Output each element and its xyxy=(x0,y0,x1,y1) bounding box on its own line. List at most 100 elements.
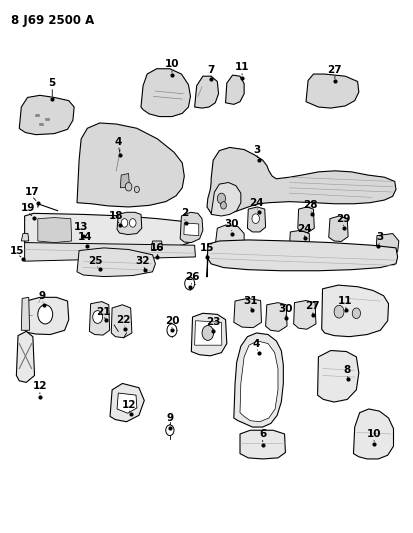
Text: 8 J69 2500 A: 8 J69 2500 A xyxy=(11,14,94,27)
Polygon shape xyxy=(141,69,190,117)
Text: 3: 3 xyxy=(252,144,259,155)
Circle shape xyxy=(220,201,226,209)
Circle shape xyxy=(125,182,132,191)
Polygon shape xyxy=(117,393,137,413)
Text: 16: 16 xyxy=(150,243,164,253)
Polygon shape xyxy=(194,321,221,345)
Text: 4: 4 xyxy=(252,338,260,349)
Text: 11: 11 xyxy=(337,296,351,306)
Text: 24: 24 xyxy=(296,224,311,235)
Polygon shape xyxy=(240,341,277,422)
Text: 12: 12 xyxy=(33,381,47,391)
Polygon shape xyxy=(375,233,398,256)
Polygon shape xyxy=(24,243,195,261)
Text: 22: 22 xyxy=(116,314,131,325)
Polygon shape xyxy=(38,217,71,243)
Polygon shape xyxy=(215,225,244,251)
Polygon shape xyxy=(110,383,144,422)
Circle shape xyxy=(93,311,102,324)
Text: 15: 15 xyxy=(199,243,214,253)
Text: 25: 25 xyxy=(88,256,102,266)
Circle shape xyxy=(184,277,194,290)
Circle shape xyxy=(165,425,173,435)
Circle shape xyxy=(202,326,213,341)
Polygon shape xyxy=(206,148,395,214)
Text: 12: 12 xyxy=(121,400,135,410)
Polygon shape xyxy=(233,333,282,427)
Text: 13: 13 xyxy=(74,222,88,232)
Polygon shape xyxy=(111,305,132,338)
Text: 10: 10 xyxy=(164,60,179,69)
Circle shape xyxy=(134,186,139,192)
Text: 18: 18 xyxy=(109,211,123,221)
Polygon shape xyxy=(191,313,226,356)
Polygon shape xyxy=(117,212,142,235)
Text: 27: 27 xyxy=(327,65,342,75)
Text: 15: 15 xyxy=(10,246,24,255)
Text: 27: 27 xyxy=(304,301,319,311)
Polygon shape xyxy=(17,332,34,382)
Text: 3: 3 xyxy=(376,232,383,243)
Text: 4: 4 xyxy=(114,136,122,147)
Polygon shape xyxy=(233,298,261,328)
Polygon shape xyxy=(183,223,198,236)
Text: 19: 19 xyxy=(20,203,35,213)
Text: 29: 29 xyxy=(335,214,349,224)
Circle shape xyxy=(252,214,259,223)
Polygon shape xyxy=(247,207,265,232)
Text: 2: 2 xyxy=(180,208,188,219)
Text: 30: 30 xyxy=(224,219,238,229)
Circle shape xyxy=(351,308,360,319)
Polygon shape xyxy=(24,213,196,251)
Text: 20: 20 xyxy=(164,316,179,326)
Text: 17: 17 xyxy=(24,187,39,197)
Polygon shape xyxy=(206,240,396,277)
Polygon shape xyxy=(240,430,285,459)
Text: 10: 10 xyxy=(366,429,380,439)
Polygon shape xyxy=(89,302,109,335)
Polygon shape xyxy=(77,123,184,207)
Polygon shape xyxy=(21,297,29,330)
Circle shape xyxy=(166,324,176,337)
Circle shape xyxy=(129,219,136,227)
Polygon shape xyxy=(151,241,162,249)
Circle shape xyxy=(38,305,52,324)
Text: 6: 6 xyxy=(259,429,266,439)
Polygon shape xyxy=(321,285,388,337)
Polygon shape xyxy=(289,230,309,248)
Polygon shape xyxy=(21,233,28,241)
Text: 30: 30 xyxy=(278,304,292,314)
Text: 5: 5 xyxy=(49,78,56,88)
Text: 28: 28 xyxy=(302,200,317,211)
Polygon shape xyxy=(265,303,286,332)
Polygon shape xyxy=(293,301,315,329)
Polygon shape xyxy=(25,297,69,335)
Polygon shape xyxy=(77,248,155,277)
Text: 24: 24 xyxy=(249,198,263,208)
Polygon shape xyxy=(225,75,244,104)
Text: 8: 8 xyxy=(343,365,350,375)
Text: 26: 26 xyxy=(185,272,199,282)
Polygon shape xyxy=(297,207,313,232)
Text: 23: 23 xyxy=(205,317,220,327)
Polygon shape xyxy=(317,351,358,402)
Polygon shape xyxy=(120,173,129,188)
Polygon shape xyxy=(194,76,218,108)
Text: 9: 9 xyxy=(38,290,45,301)
Circle shape xyxy=(333,305,343,318)
Text: 11: 11 xyxy=(234,62,249,72)
Text: 7: 7 xyxy=(207,65,214,75)
Text: 14: 14 xyxy=(78,232,93,243)
Text: 32: 32 xyxy=(135,256,150,266)
Polygon shape xyxy=(328,216,347,241)
Polygon shape xyxy=(211,182,240,216)
Text: 9: 9 xyxy=(166,413,173,423)
Polygon shape xyxy=(353,409,392,459)
Polygon shape xyxy=(180,212,202,243)
Text: 21: 21 xyxy=(95,306,110,317)
Circle shape xyxy=(217,193,225,204)
Circle shape xyxy=(121,219,128,227)
Polygon shape xyxy=(305,74,358,108)
Polygon shape xyxy=(19,95,74,135)
Text: 31: 31 xyxy=(242,296,257,306)
